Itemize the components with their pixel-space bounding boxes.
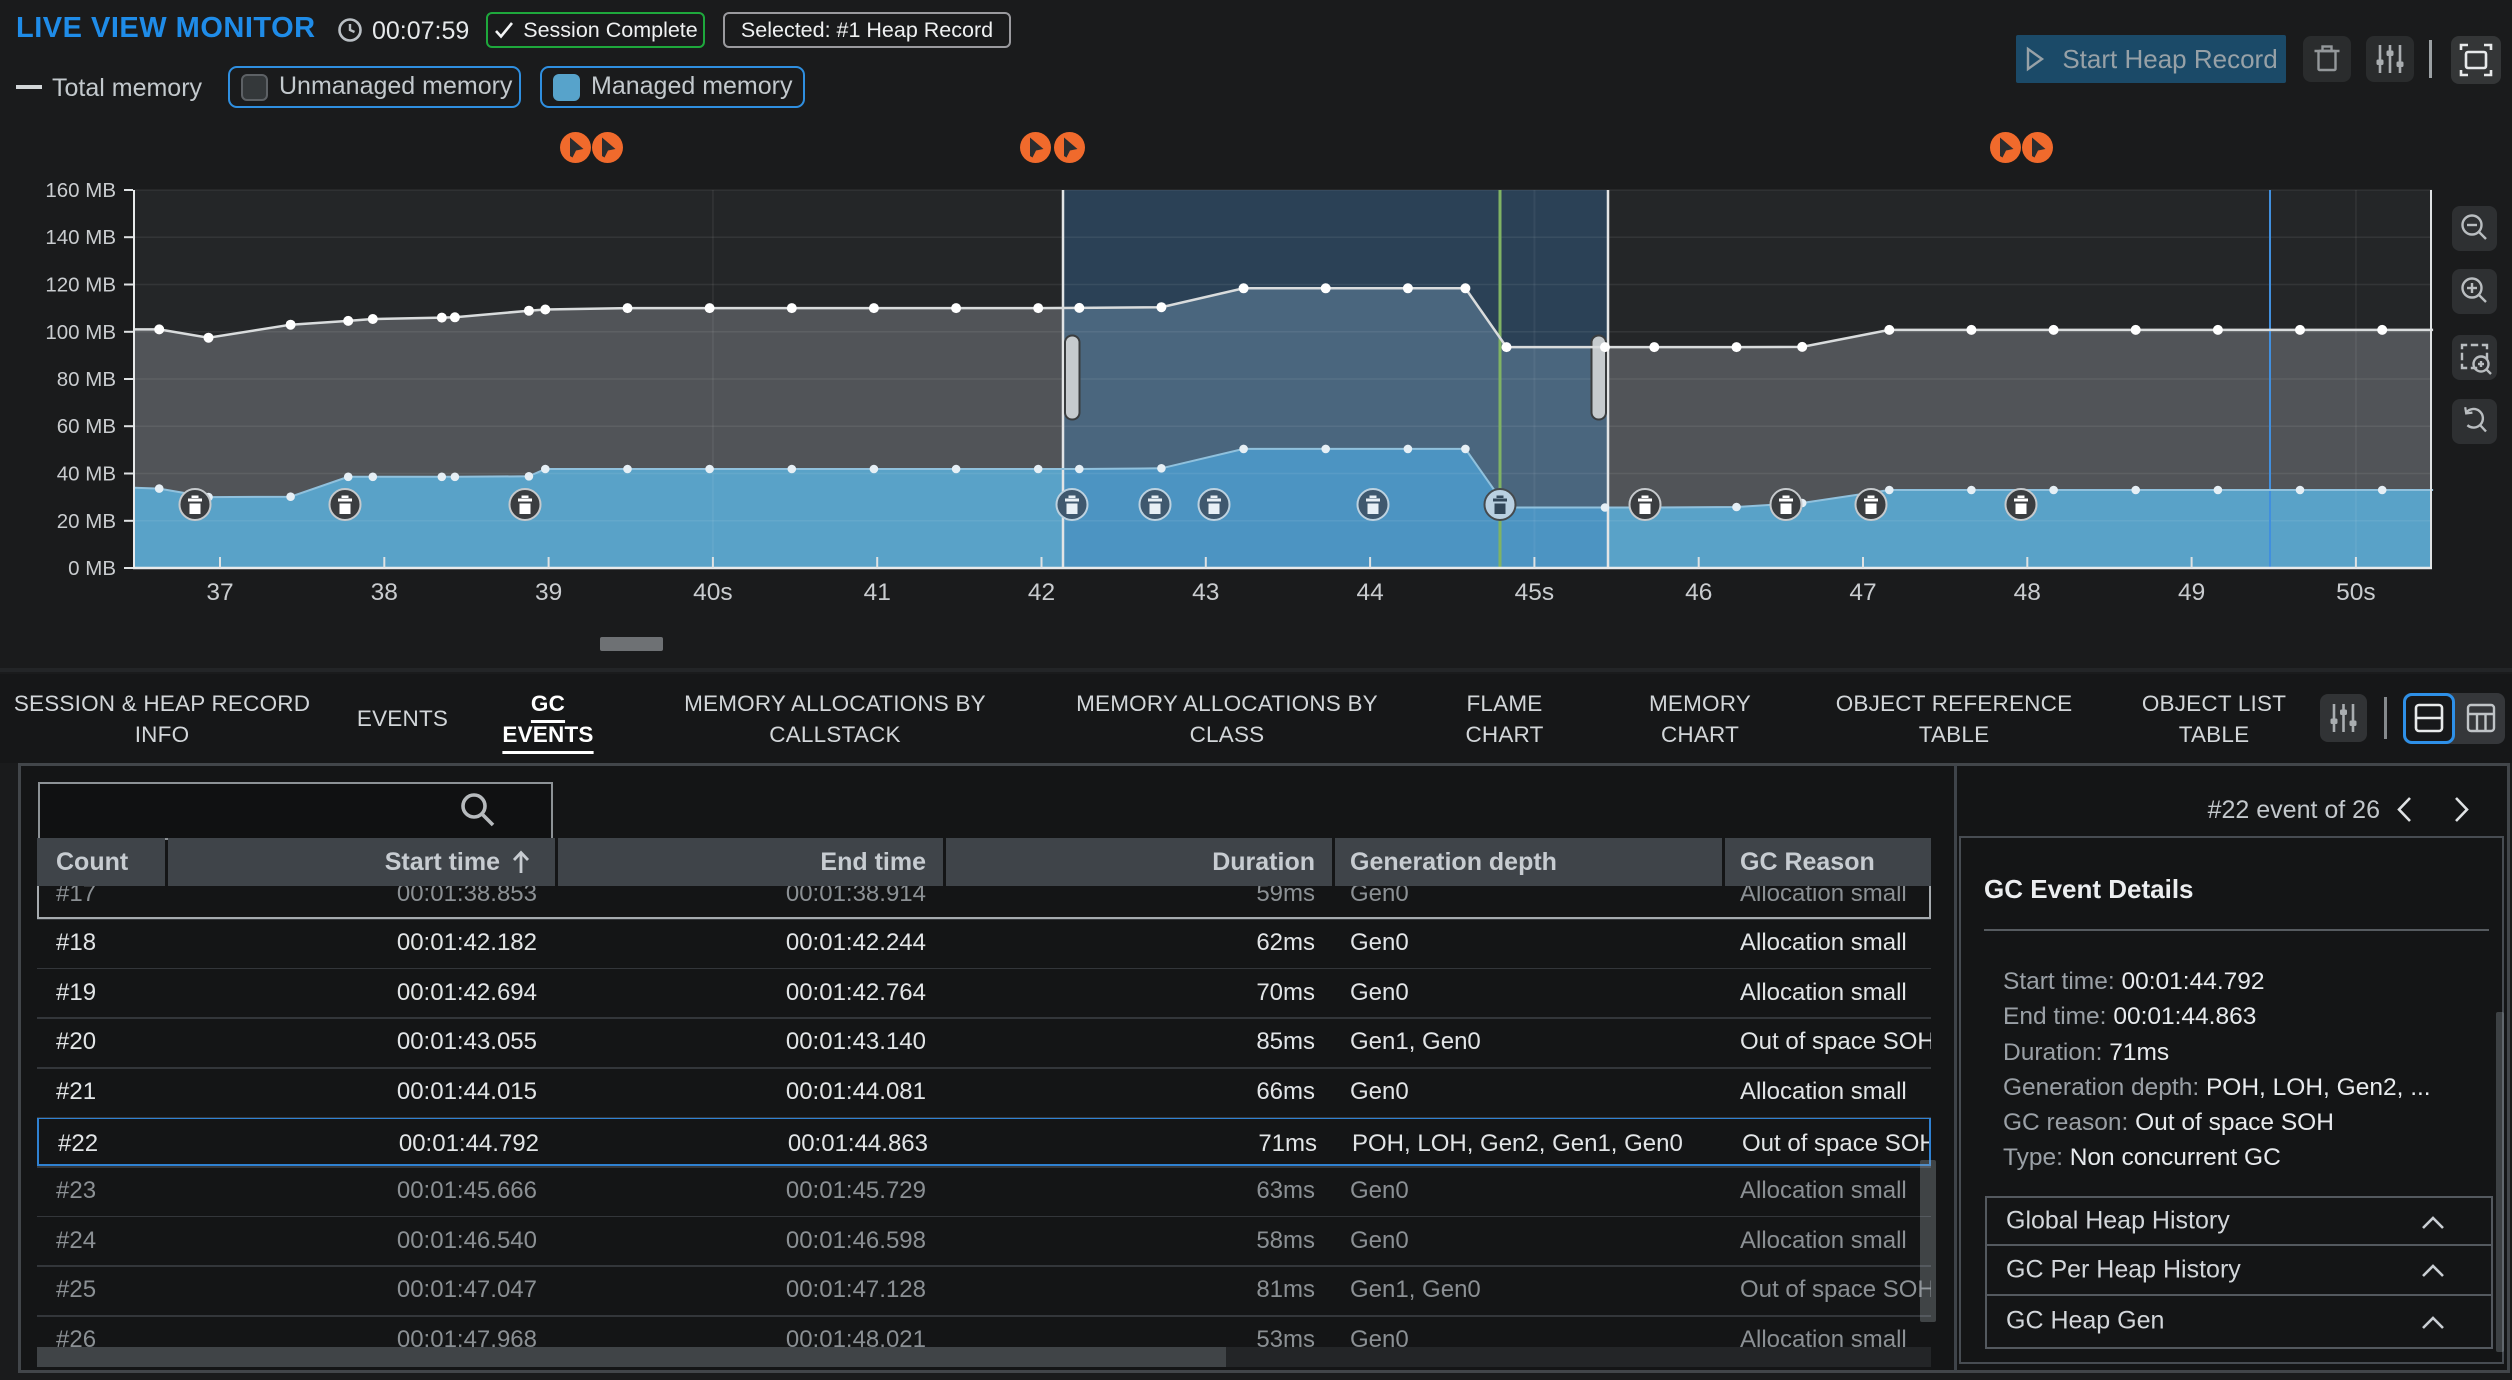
svg-text:40s: 40s <box>693 579 733 606</box>
svg-text:45s: 45s <box>1515 579 1555 606</box>
svg-text:49: 49 <box>2178 579 2205 606</box>
svg-text:48: 48 <box>2014 579 2041 606</box>
svg-text:44: 44 <box>1356 579 1383 606</box>
svg-text:43: 43 <box>1192 579 1219 606</box>
svg-text:160 MB: 160 MB <box>45 179 116 202</box>
svg-text:42: 42 <box>1028 579 1055 606</box>
svg-text:0 MB: 0 MB <box>68 557 116 580</box>
svg-text:37: 37 <box>206 579 233 606</box>
svg-text:46: 46 <box>1685 579 1712 606</box>
svg-text:39: 39 <box>535 579 562 606</box>
svg-text:41: 41 <box>864 579 891 606</box>
svg-text:38: 38 <box>371 579 398 606</box>
svg-text:60 MB: 60 MB <box>57 415 116 438</box>
svg-text:80 MB: 80 MB <box>57 368 116 391</box>
svg-text:100 MB: 100 MB <box>45 321 116 344</box>
svg-text:120 MB: 120 MB <box>45 274 116 297</box>
svg-text:140 MB: 140 MB <box>45 226 116 249</box>
svg-text:50s: 50s <box>2336 579 2376 606</box>
svg-text:20 MB: 20 MB <box>57 510 116 533</box>
svg-text:47: 47 <box>1849 579 1876 606</box>
svg-text:40 MB: 40 MB <box>57 463 116 486</box>
